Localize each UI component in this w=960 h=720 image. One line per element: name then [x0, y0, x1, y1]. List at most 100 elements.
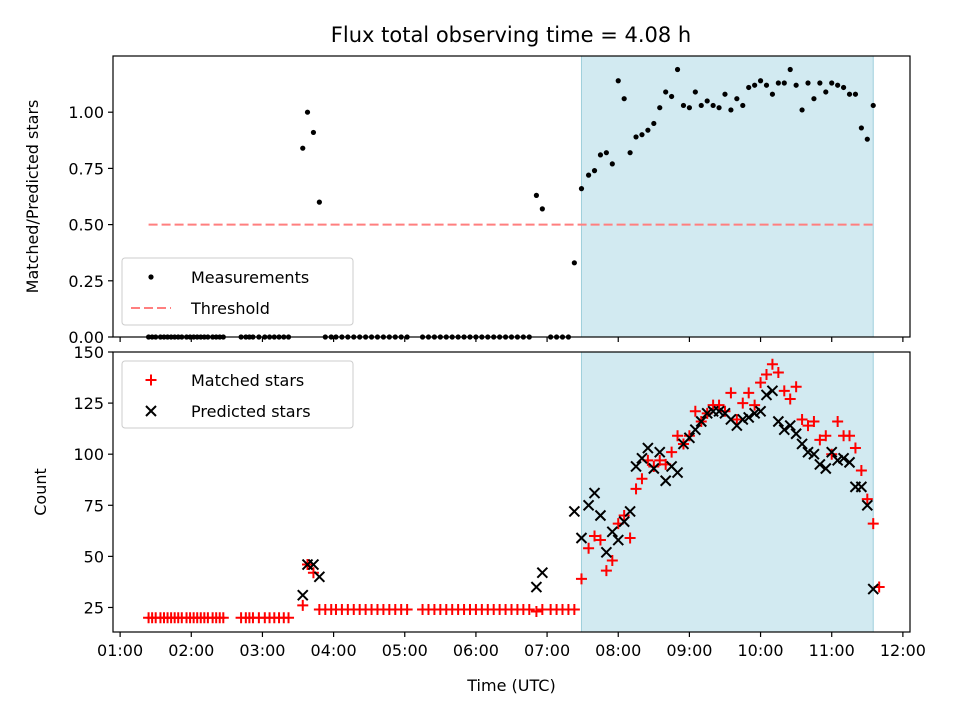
predicted-star-point	[568, 505, 581, 518]
measurement-point	[704, 98, 710, 104]
measurement-point	[811, 96, 817, 102]
matched-star-point	[654, 454, 666, 466]
legend-box	[121, 360, 354, 429]
predicted-star-point	[297, 589, 309, 601]
measurement-point	[585, 172, 592, 178]
measurement-point	[627, 150, 633, 156]
x-tick-label: 03:00	[239, 641, 285, 660]
matched-star-point	[731, 413, 743, 425]
measurement-point	[870, 102, 876, 109]
matched-star-point	[606, 554, 618, 566]
predicted-star-point	[618, 515, 630, 528]
measurement-point	[316, 199, 322, 205]
measurement-point	[533, 192, 540, 198]
series-predicted-stars	[297, 385, 879, 601]
predicted-star-point	[582, 499, 595, 511]
measurement-point	[578, 186, 585, 192]
measurement-point	[746, 84, 752, 91]
predicted-star-point	[790, 428, 802, 440]
predicted-star-point	[600, 546, 613, 558]
matched-star-point	[530, 606, 542, 618]
measurement-point	[633, 134, 639, 140]
matched-star-point	[666, 446, 678, 458]
matched-star-point	[719, 405, 731, 417]
x-tick-label: 12:00	[880, 641, 926, 660]
matched-star-point	[790, 381, 802, 393]
matched-star-point	[575, 573, 587, 585]
measurement-point	[805, 80, 811, 86]
measurement-point	[858, 125, 864, 131]
measurement-point	[615, 78, 621, 84]
y-axis-label: Matched/Predicted stars	[23, 100, 42, 294]
y-tick-label: 125	[73, 394, 104, 413]
x-tick-label: 10:00	[738, 641, 784, 660]
measurement-point	[763, 82, 770, 88]
measurement-point	[657, 105, 663, 111]
predicted-star-point	[766, 385, 779, 397]
measurement-point	[639, 132, 645, 138]
y-tick-label: 0.25	[68, 272, 104, 291]
matched-star-point	[755, 377, 767, 389]
measurement-point	[823, 89, 829, 95]
predicted-star-point	[837, 452, 850, 464]
legend: Matched stars Predicted stars	[121, 360, 354, 429]
measurement-point	[597, 152, 604, 158]
predicted-star-point	[671, 466, 684, 479]
matched-star-point	[589, 530, 601, 542]
y-tick-label: 0.75	[68, 159, 104, 178]
matched-star-point	[636, 473, 648, 485]
legend-label: Measurements	[191, 268, 309, 287]
legend-label: Predicted stars	[191, 402, 311, 421]
predicted-star-point	[689, 423, 702, 436]
x-tick-label: 09:00	[666, 641, 712, 660]
measurement-point	[645, 127, 651, 133]
x-tick-label: 04:00	[311, 641, 357, 660]
x-tick-label: 06:00	[453, 641, 499, 660]
legend-label: Threshold	[190, 299, 270, 318]
matched-star-point	[760, 368, 772, 380]
predicted-star-point	[772, 415, 785, 428]
y-axis-label: Count	[31, 468, 50, 516]
legend-label: Matched stars	[191, 371, 304, 390]
measurement-point	[680, 102, 687, 109]
predicted-star-point	[606, 526, 619, 538]
axes-frame	[112, 55, 911, 338]
predicted-star-point	[313, 571, 326, 583]
measurement-point	[539, 206, 545, 212]
matched-star-point	[630, 483, 642, 495]
legend-marker	[148, 274, 154, 280]
measurement-point	[740, 102, 746, 109]
predicted-star-point	[588, 487, 601, 499]
matched-star-point	[283, 612, 295, 624]
matched-star-point	[583, 542, 595, 554]
matched-star-point	[820, 430, 832, 442]
predicted-star-point	[814, 458, 826, 471]
matched-star-point	[307, 567, 319, 579]
matched-star-point	[689, 405, 701, 417]
measurement-point	[769, 91, 776, 97]
x-tick-label: 08:00	[595, 641, 641, 660]
matched-star-point	[594, 534, 606, 546]
predicted-star-point	[307, 558, 320, 571]
predicted-star-point	[630, 460, 642, 473]
predicted-star-point	[594, 509, 607, 522]
measurement-point	[840, 84, 847, 91]
measurement-point	[752, 82, 758, 88]
measurement-point	[591, 168, 598, 174]
predicted-star-point	[778, 423, 790, 436]
measurement-point	[781, 80, 787, 86]
measurement-point	[651, 120, 657, 127]
legend-box	[121, 257, 354, 326]
matched-star-point	[624, 532, 636, 544]
matched-star-point	[849, 442, 861, 454]
y-tick-label: 100	[73, 445, 104, 464]
matched-star-point	[217, 612, 229, 624]
predicted-star-point	[754, 405, 767, 417]
predicted-star-point	[695, 415, 707, 428]
predicted-star-point	[843, 456, 856, 469]
measurement-point	[669, 93, 675, 100]
measurement-point	[300, 145, 306, 151]
y-tick-label: 0.00	[68, 328, 104, 347]
measurement-point	[716, 105, 722, 111]
matched-star-point	[867, 518, 879, 530]
